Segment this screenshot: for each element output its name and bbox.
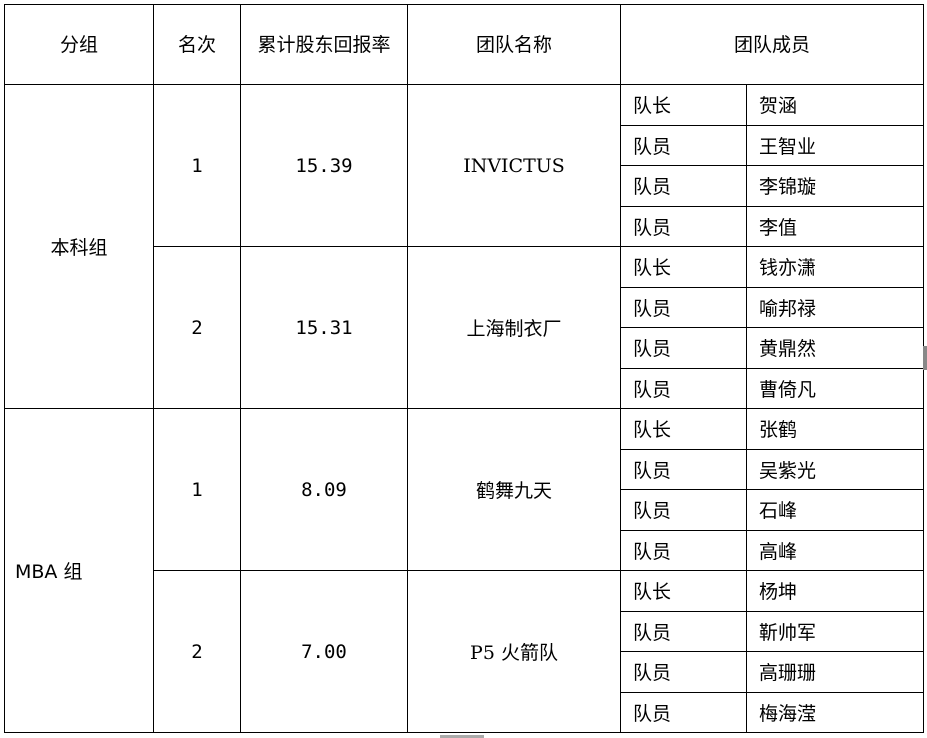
- member-role: 队员: [620, 124, 747, 166]
- team-return: 7.00: [240, 570, 408, 733]
- team-rank: 1: [153, 408, 241, 571]
- table-row: 队员 曹倚凡: [5, 367, 925, 409]
- team-rank: 2: [153, 570, 241, 733]
- member-name: 杨坤: [745, 570, 925, 612]
- member-name: 王智业: [745, 124, 925, 166]
- member-name: 高珊珊: [745, 651, 925, 693]
- table-row: 队员 靳帅军: [5, 610, 925, 652]
- table-row: 队员 李锦璇: [5, 165, 925, 207]
- member-role: 队员: [620, 327, 747, 369]
- member-name: 钱亦潇: [745, 246, 925, 288]
- member-name: 贺涵: [745, 84, 925, 126]
- member-name: 高峰: [745, 529, 925, 571]
- team-return: 15.39: [240, 84, 408, 247]
- team-rank: 1: [153, 84, 241, 247]
- member-role: 队员: [620, 367, 747, 409]
- member-role: 队长: [620, 246, 747, 288]
- member-name: 石峰: [745, 489, 925, 531]
- table-row: 本科组 1 15.39 INVICTUS 队长 贺涵: [4, 84, 925, 409]
- page-marker: [440, 735, 484, 738]
- team-name: 鹤舞九天: [407, 408, 621, 571]
- table-row: 2 15.31 上海制衣厂 队长 钱亦潇: [5, 246, 925, 409]
- group-name: MBA 组: [4, 408, 154, 733]
- member-name: 张鹤: [745, 408, 925, 450]
- member-role: 队员: [620, 651, 747, 693]
- member-role: 队员: [620, 529, 747, 571]
- member-role: 队员: [620, 205, 747, 247]
- table-row: 队员 喻邦禄: [5, 286, 925, 328]
- table-row: 队员 梅海滢: [5, 691, 925, 733]
- table-row: 队员 李值: [5, 205, 925, 247]
- header-return: 累计股东回报率: [240, 4, 408, 85]
- group-name: 本科组: [4, 84, 154, 409]
- team-name: 上海制衣厂: [407, 246, 621, 409]
- member-name: 黄鼎然: [745, 327, 925, 369]
- team-name: P5 火箭队: [407, 570, 621, 733]
- member-name: 李锦璇: [745, 165, 925, 207]
- table-row: 2 7.00 P5 火箭队 队长 杨坤: [5, 570, 925, 733]
- member-role: 队员: [620, 165, 747, 207]
- member-name: 曹倚凡: [745, 367, 925, 409]
- results-table: 分组 名次 累计股东回报率 团队名称 团队成员 本科组 1 15.39 INVICTU…: [4, 4, 925, 733]
- member-role: 队员: [620, 489, 747, 531]
- team-return: 15.31: [240, 246, 408, 409]
- table-row: 队员 王智业: [5, 124, 925, 166]
- table-row: 队员 吴紫光: [5, 448, 925, 490]
- header-members: 团队成员: [619, 4, 925, 85]
- member-role: 队员: [620, 286, 747, 328]
- member-name: 喻邦禄: [745, 286, 925, 328]
- member-role: 队长: [620, 570, 747, 612]
- member-role: 队员: [620, 691, 747, 733]
- header-row: 分组 名次 累计股东回报率 团队名称 团队成员: [4, 4, 925, 85]
- team-name: INVICTUS: [407, 84, 621, 247]
- table-row: 队员 高珊珊: [5, 651, 925, 693]
- team-return: 8.09: [240, 408, 408, 571]
- header-group: 分组: [4, 4, 154, 85]
- table-body: 本科组 1 15.39 INVICTUS 队长 贺涵 队员 王智业 队员 李锦璇 队员 李值 2 15.3…: [4, 84, 925, 733]
- member-role: 队员: [620, 610, 747, 652]
- table-row: MBA 组 1 8.09 鹤舞九天 队长 张鹤: [4, 408, 925, 733]
- header-rank: 名次: [153, 4, 241, 85]
- member-name: 梅海滢: [745, 691, 925, 733]
- member-role: 队员: [620, 448, 747, 490]
- member-name: 李值: [745, 205, 925, 247]
- header-team-name: 团队名称: [407, 4, 621, 85]
- member-role: 队长: [620, 408, 747, 450]
- scroll-marker: [923, 346, 927, 370]
- member-name: 吴紫光: [745, 448, 925, 490]
- member-name: 靳帅军: [745, 610, 925, 652]
- team-rank: 2: [153, 246, 241, 409]
- member-role: 队长: [620, 84, 747, 126]
